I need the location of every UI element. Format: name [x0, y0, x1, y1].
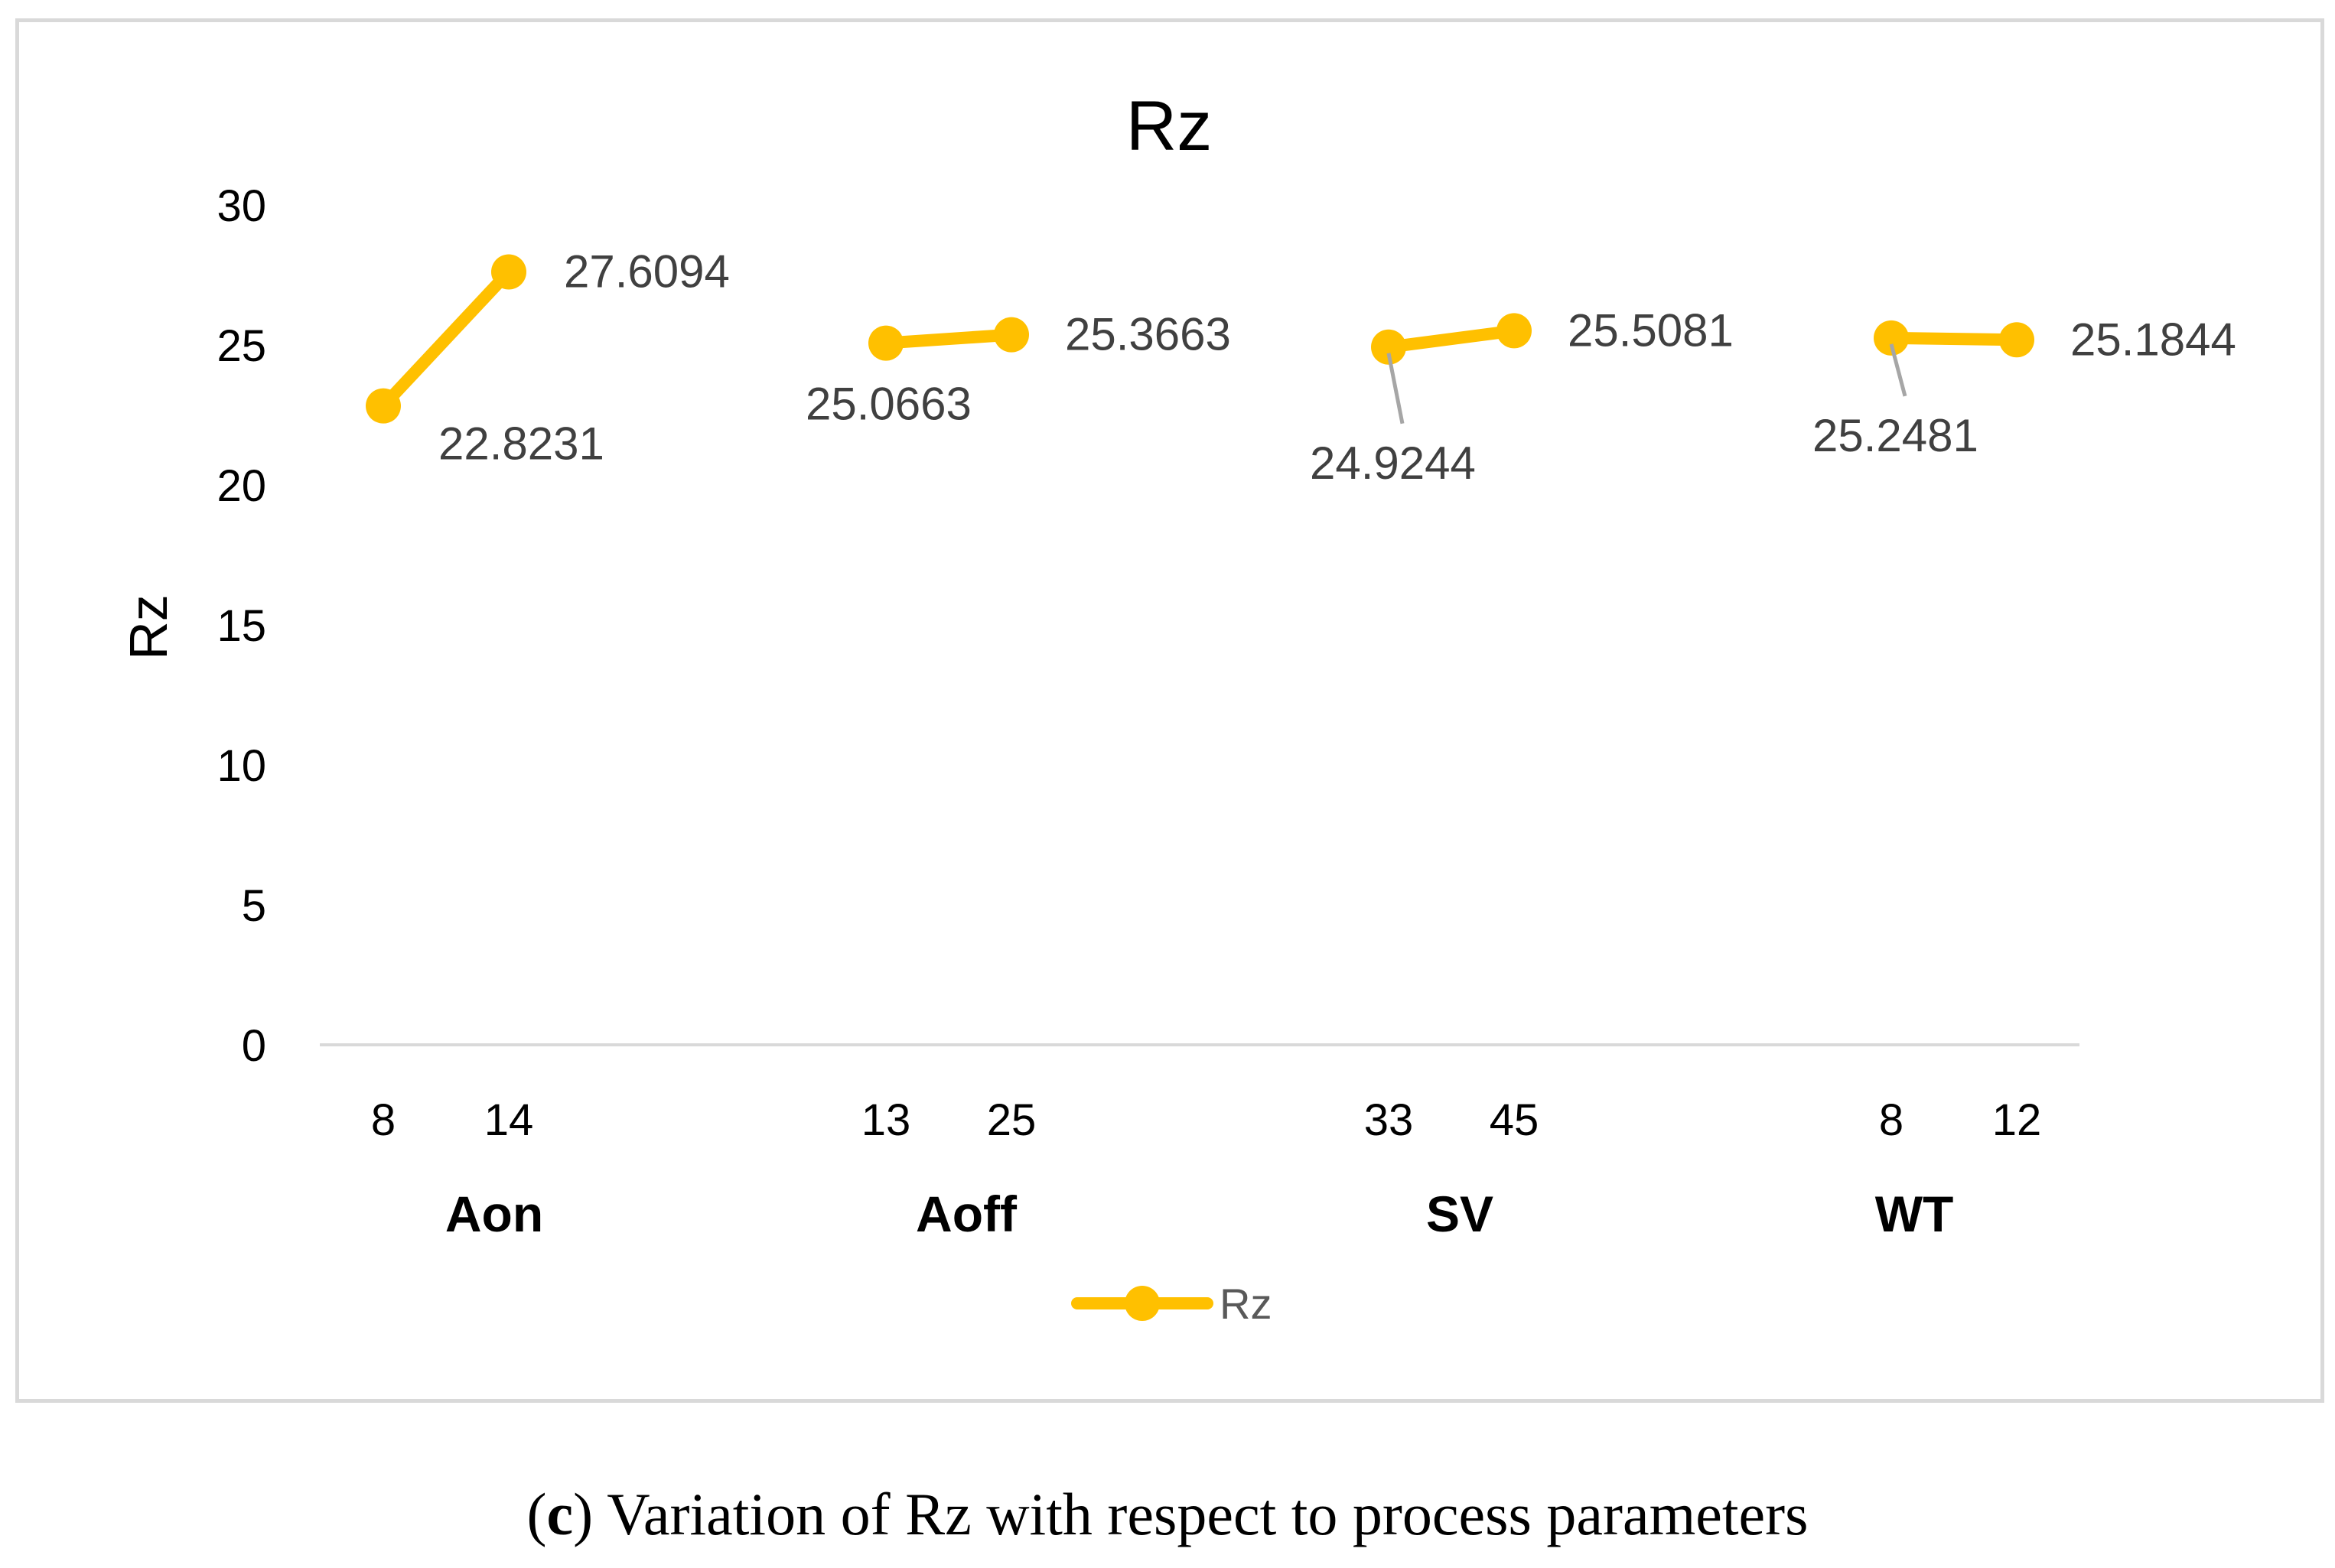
series-segment-wt: [1885, 331, 2023, 346]
data-point-aoff-13: [868, 325, 904, 361]
data-point-sv-33: [1371, 329, 1406, 365]
caption-letter: c: [546, 1481, 574, 1547]
data-label-wt-12: 25.1844: [2070, 314, 2236, 365]
group-label-sv: SV: [1426, 1186, 1493, 1242]
group-label-aoff: Aoff: [916, 1186, 1018, 1242]
x-tick-wt-8: 8: [1879, 1095, 1903, 1145]
x-tick-sv-33: 33: [1364, 1095, 1414, 1145]
series-segment-sv: [1382, 324, 1520, 353]
y-axis-label: Rz: [119, 594, 178, 660]
data-point-aon-14: [491, 254, 526, 290]
leader-line-sv-33: [1386, 353, 1405, 425]
legend-label: Rz: [1220, 1280, 1272, 1328]
chart-frame: [15, 18, 2324, 1403]
data-labels: 22.8231 27.6094 25.0663 25.3663 24.9244 25.50…: [438, 246, 2236, 488]
caption-prefix: (: [526, 1481, 547, 1547]
data-label-sv-45: 25.5081: [1568, 304, 1734, 356]
leader-line-wt-8: [1889, 343, 1907, 397]
data-label-aoff-25: 25.3663: [1065, 309, 1231, 360]
series-segment-aon: [377, 265, 515, 412]
y-tick-label-25: 25: [217, 321, 266, 371]
chart-title: Rz: [1126, 87, 1212, 165]
data-point-aon-8: [366, 388, 401, 424]
legend-marker: [1125, 1286, 1160, 1321]
data-label-sv-33: 24.9244: [1310, 438, 1476, 489]
data-point-sv-45: [1496, 313, 1532, 349]
data-point-aoff-25: [994, 317, 1029, 353]
x-tick-sv-45: 45: [1490, 1095, 1539, 1145]
x-tick-aoff-13: 13: [861, 1095, 911, 1145]
y-tick-labels: 0 5 10 15 20 25 30: [217, 181, 266, 1071]
group-label-wt: WT: [1875, 1186, 1954, 1242]
rz-series: [366, 254, 2034, 424]
y-tick-label-20: 20: [217, 461, 266, 511]
x-tick-aon-8: 8: [371, 1095, 396, 1145]
x-tick-labels: 8 14 13 25 33 45 8 12: [371, 1095, 2041, 1145]
x-tick-aoff-25: 25: [987, 1095, 1037, 1145]
data-label-aoff-13: 25.0663: [806, 379, 972, 430]
series-segment-aoff: [880, 328, 1018, 350]
x-tick-aon-14: 14: [484, 1095, 534, 1145]
y-tick-label-15: 15: [217, 601, 266, 651]
legend: Rz: [1071, 1280, 1272, 1328]
data-label-aon-8: 22.8231: [438, 418, 604, 470]
y-tick-label-5: 5: [242, 881, 266, 931]
figure-caption: (c) Variation of Rz with respect to proc…: [0, 1480, 2335, 1549]
data-point-wt-8: [1874, 320, 1909, 356]
data-point-wt-12: [1999, 322, 2034, 358]
x-tick-wt-12: 12: [1992, 1095, 2042, 1145]
data-label-wt-8: 25.2481: [1812, 410, 1978, 461]
caption-text: ) Variation of Rz with respect to proces…: [573, 1481, 1809, 1547]
y-tick-label-30: 30: [217, 181, 266, 231]
group-labels: Aon Aoff SV WT: [445, 1186, 1953, 1242]
data-label-aon-14: 27.6094: [564, 246, 730, 297]
y-tick-label-0: 0: [242, 1021, 266, 1071]
group-label-aon: Aon: [445, 1186, 543, 1242]
y-tick-label-10: 10: [217, 741, 266, 791]
